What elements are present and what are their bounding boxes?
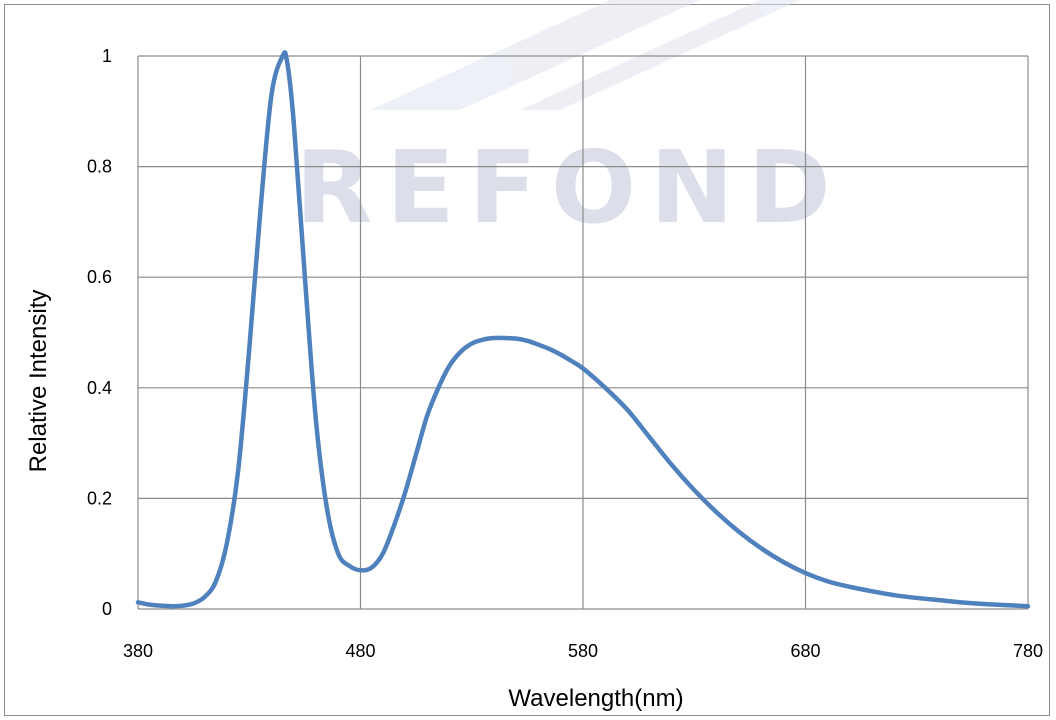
x-axis-title: Wavelength(nm) — [508, 685, 683, 712]
chart-frame — [4, 4, 1050, 716]
watermark-stripes — [370, 0, 800, 110]
x-tick-label: 480 — [345, 641, 375, 661]
watermark: REFOND — [295, 0, 844, 246]
x-tick-label: 780 — [1013, 641, 1043, 661]
y-tick-label: 0.2 — [87, 488, 112, 508]
y-tick-label: 0.8 — [87, 157, 112, 177]
y-tick-label: 0.4 — [87, 378, 112, 398]
y-axis-title: Relative Intensity — [25, 290, 52, 473]
y-tick-label: 1 — [102, 46, 112, 66]
y-tick-label: 0.6 — [87, 267, 112, 287]
watermark-stripe-1 — [370, 0, 700, 110]
watermark-logo-text: REFOND — [295, 129, 844, 246]
x-tick-label: 380 — [123, 641, 153, 661]
x-tick-label: 580 — [568, 641, 598, 661]
x-tick-labels: 380 480 580 680 780 — [123, 641, 1043, 661]
watermark-stripe-2 — [520, 0, 800, 110]
x-tick-label: 680 — [790, 641, 820, 661]
grid — [137, 55, 1029, 610]
series-layer — [135, 50, 1031, 609]
series-line-0 — [135, 50, 1031, 609]
y-tick-label: 0 — [102, 599, 112, 619]
y-tick-labels: 0 0.2 0.4 0.6 0.8 1 — [87, 46, 112, 619]
